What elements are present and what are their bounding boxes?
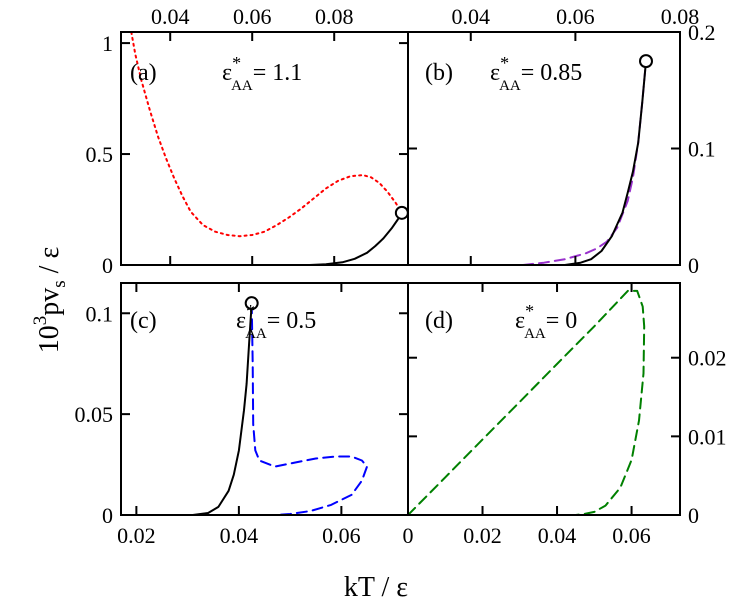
svg-text:103pvs / ε: 103pvs / ε <box>30 247 70 353</box>
y-tick-label: 0.1 <box>86 301 114 326</box>
epsilon-label: ε* AA= 1.1 <box>222 53 302 94</box>
y-tick-label: 0 <box>102 253 113 278</box>
series-group <box>191 302 368 515</box>
series-solid-line <box>563 60 647 265</box>
y-axis-label: 103pvs / ε <box>30 247 70 353</box>
panel-frame <box>407 282 681 516</box>
x-tick-label: 0.02 <box>463 523 502 548</box>
panel-b: 0.04 0.06 0.08 0 0.1 0.2 (b) ε* AA= 0.85 <box>407 4 716 278</box>
epsilon-label: ε* AA= 0 <box>515 301 577 342</box>
x-tick-label: 0.06 <box>612 523 651 548</box>
panel-frame <box>120 282 409 516</box>
panel-tag: (c) <box>130 308 157 334</box>
series-dashed-line <box>250 302 368 515</box>
series-dashed-line <box>408 289 646 515</box>
y-tick-label: 0.01 <box>688 424 727 449</box>
y-tick-label: 0 <box>688 253 699 278</box>
x-tick-label: 0.04 <box>452 4 491 29</box>
panel-d: 0 0.02 0.04 0.06 0 0.01 0.02 (d) ε* AA= 0 <box>403 282 727 548</box>
x-tick-label: 0.02 <box>117 523 156 548</box>
y-tick-label: 0.05 <box>75 402 114 427</box>
x-tick-label: 0.06 <box>322 523 361 548</box>
x-tick-label: 0.04 <box>538 523 577 548</box>
panel-tag: (b) <box>425 60 453 86</box>
epsilon-label: ε* AA= 0.5 <box>236 301 316 342</box>
series-dashed-line <box>522 60 647 265</box>
series-group <box>522 60 647 265</box>
y-tick-label: 0.1 <box>688 137 716 162</box>
x-tick-label: 0.04 <box>151 4 190 29</box>
endpoint-marker <box>639 54 653 69</box>
x-tick-label: 0.08 <box>315 4 354 29</box>
series-group <box>408 289 646 515</box>
x-tick-label: 0.06 <box>556 4 595 29</box>
panel-tag: (a) <box>130 60 157 86</box>
panel-a: 0.04 0.06 0.08 0 0.5 1 (a) ε* AA= 1.1 <box>86 4 409 278</box>
y-tick-label: 0 <box>688 503 699 528</box>
y-tick-label: 0.2 <box>688 20 716 45</box>
y-tick-label: 0 <box>102 503 113 528</box>
panel-c: 0.02 0.04 0.06 0 0.05 0.1 (c) ε* AA= 0.5 <box>75 282 409 548</box>
x-tick-label: 0 <box>403 523 414 548</box>
series-solid-line <box>191 302 253 515</box>
panel-tag: (d) <box>425 308 453 334</box>
x-tick-label: 0.08 <box>661 4 700 29</box>
series-stable-line <box>308 211 403 265</box>
x-tick-label: 0.06 <box>233 4 272 29</box>
endpoint-marker <box>244 296 259 311</box>
x-axis-label: kT / ε <box>344 572 408 603</box>
y-tick-label: 0.5 <box>86 142 114 167</box>
endpoint-marker <box>394 205 409 220</box>
series-metastable-line <box>130 32 403 238</box>
epsilon-label: ε* AA= 0.85 <box>490 53 582 94</box>
y-tick-label: 1 <box>102 31 113 56</box>
y-tick-label: 0.02 <box>688 346 727 371</box>
x-tick-label: 0.04 <box>220 523 259 548</box>
